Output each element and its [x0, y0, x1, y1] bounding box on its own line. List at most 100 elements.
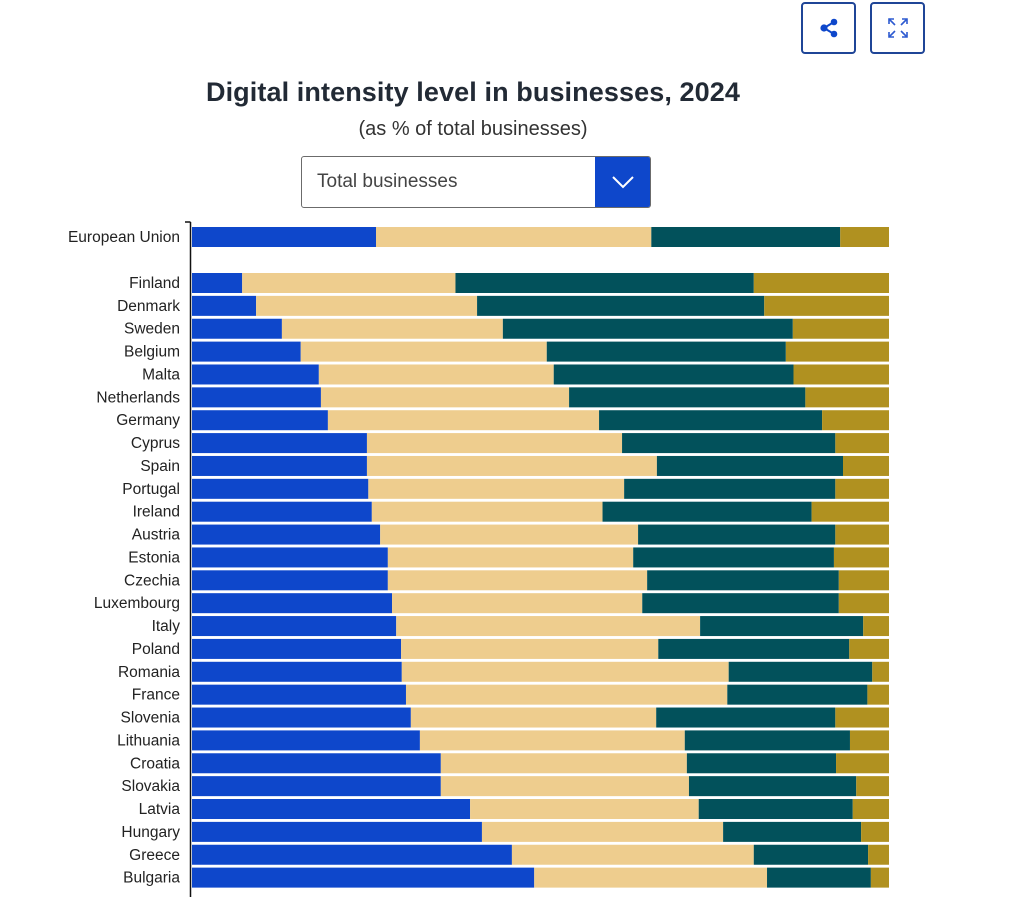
bar-segment-low[interactable] [440, 753, 687, 774]
bar-segment-very-low[interactable] [192, 364, 319, 385]
bar-segment-high[interactable] [723, 821, 862, 842]
bar-row-germany[interactable] [192, 410, 889, 431]
bar-segment-low[interactable] [405, 684, 728, 705]
bar-segment-very-high[interactable] [835, 707, 889, 728]
bar-segment-high[interactable] [753, 844, 869, 865]
bar-row-slovenia[interactable] [192, 707, 889, 728]
bar-segment-high[interactable] [684, 730, 850, 751]
bar-segment-very-high[interactable] [849, 638, 889, 659]
bar-segment-very-low[interactable] [192, 844, 512, 865]
bar-segment-very-high[interactable] [793, 364, 889, 385]
bar-segment-high[interactable] [767, 867, 871, 888]
bar-segment-high[interactable] [727, 684, 868, 705]
bar-segment-very-high[interactable] [856, 776, 889, 797]
bar-segment-very-high[interactable] [835, 478, 889, 499]
bar-row-malta[interactable] [192, 364, 889, 385]
bar-segment-low[interactable] [481, 821, 724, 842]
bar-segment-very-high[interactable] [811, 501, 889, 522]
bar-segment-high[interactable] [651, 227, 841, 247]
bar-row-hungary[interactable] [192, 821, 889, 842]
bar-segment-high[interactable] [728, 661, 873, 682]
bar-segment-low[interactable] [387, 547, 634, 568]
bar-segment-low[interactable] [318, 364, 554, 385]
bar-segment-high[interactable] [642, 593, 839, 614]
bar-row-cyprus[interactable] [192, 433, 889, 454]
bar-segment-high[interactable] [688, 776, 857, 797]
bar-row-poland[interactable] [192, 638, 889, 659]
bar-segment-low[interactable] [440, 776, 689, 797]
bar-segment-very-high[interactable] [835, 433, 889, 454]
bar-segment-high[interactable] [656, 455, 843, 476]
bar-segment-very-low[interactable] [192, 638, 402, 659]
select-toggle[interactable] [595, 157, 650, 207]
bar-segment-low[interactable] [534, 867, 768, 888]
fullscreen-button[interactable] [870, 2, 925, 54]
bar-segment-low[interactable] [300, 341, 547, 362]
bar-segment-very-high[interactable] [753, 273, 889, 293]
bar-segment-very-low[interactable] [192, 341, 301, 362]
bar-segment-very-high[interactable] [843, 455, 889, 476]
bar-segment-very-high[interactable] [849, 730, 889, 751]
bar-row-croatia[interactable] [192, 753, 889, 774]
bar-segment-low[interactable] [320, 387, 570, 408]
bar-segment-very-low[interactable] [192, 387, 321, 408]
bar-row-slovakia[interactable] [192, 776, 889, 797]
bar-segment-low[interactable] [396, 616, 701, 637]
bar-segment-low[interactable] [327, 410, 600, 431]
bar-segment-high[interactable] [546, 341, 786, 362]
bar-row-greece[interactable] [192, 844, 889, 865]
bar-segment-low[interactable] [242, 273, 456, 293]
bar-segment-low[interactable] [380, 524, 639, 545]
bar-row-france[interactable] [192, 684, 889, 705]
bar-segment-high[interactable] [700, 616, 864, 637]
bar-row-portugal[interactable] [192, 478, 889, 499]
bar-segment-very-high[interactable] [840, 227, 889, 247]
bar-row-czechia[interactable] [192, 570, 889, 591]
bar-segment-very-low[interactable] [192, 867, 535, 888]
bar-row-belgium[interactable] [192, 341, 889, 362]
bar-segment-very-low[interactable] [192, 524, 381, 545]
bar-row-ireland[interactable] [192, 501, 889, 522]
bar-segment-very-low[interactable] [192, 753, 441, 774]
bar-segment-very-low[interactable] [192, 707, 411, 728]
bar-segment-very-high[interactable] [822, 410, 889, 431]
bar-segment-very-high[interactable] [792, 318, 889, 339]
bar-segment-high[interactable] [658, 638, 850, 659]
bar-row-italy[interactable] [192, 616, 889, 637]
bar-segment-very-low[interactable] [192, 547, 388, 568]
bar-segment-very-low[interactable] [192, 570, 388, 591]
bar-segment-very-low[interactable] [192, 799, 471, 820]
bar-segment-high[interactable] [477, 295, 765, 316]
bar-segment-low[interactable] [392, 593, 643, 614]
bar-segment-very-high[interactable] [867, 684, 889, 705]
bar-segment-low[interactable] [511, 844, 754, 865]
share-button[interactable] [801, 2, 856, 54]
bar-segment-low[interactable] [387, 570, 648, 591]
bar-row-latvia[interactable] [192, 799, 889, 820]
bar-segment-high[interactable] [698, 799, 853, 820]
bar-segment-low[interactable] [376, 227, 652, 247]
bar-segment-very-low[interactable] [192, 593, 393, 614]
bar-segment-high[interactable] [599, 410, 823, 431]
bar-segment-very-high[interactable] [872, 661, 889, 682]
bar-segment-very-low[interactable] [192, 730, 420, 751]
bar-row-romania[interactable] [192, 661, 889, 682]
bar-segment-low[interactable] [470, 799, 699, 820]
bar-segment-very-low[interactable] [192, 776, 441, 797]
bar-segment-low[interactable] [366, 455, 657, 476]
bar-segment-low[interactable] [401, 638, 659, 659]
bar-segment-very-high[interactable] [785, 341, 889, 362]
bar-segment-very-low[interactable] [192, 821, 482, 842]
bar-row-netherlands[interactable] [192, 387, 889, 408]
bar-segment-very-low[interactable] [192, 410, 328, 431]
bar-segment-high[interactable] [455, 273, 754, 293]
bar-segment-low[interactable] [371, 501, 603, 522]
bar-segment-high[interactable] [569, 387, 806, 408]
bar-segment-very-high[interactable] [861, 821, 889, 842]
bar-row-denmark[interactable] [192, 295, 889, 316]
bar-segment-very-high[interactable] [852, 799, 889, 820]
bar-segment-low[interactable] [281, 318, 503, 339]
bar-segment-high[interactable] [656, 707, 836, 728]
bar-segment-high[interactable] [602, 501, 812, 522]
bar-segment-very-low[interactable] [192, 433, 367, 454]
